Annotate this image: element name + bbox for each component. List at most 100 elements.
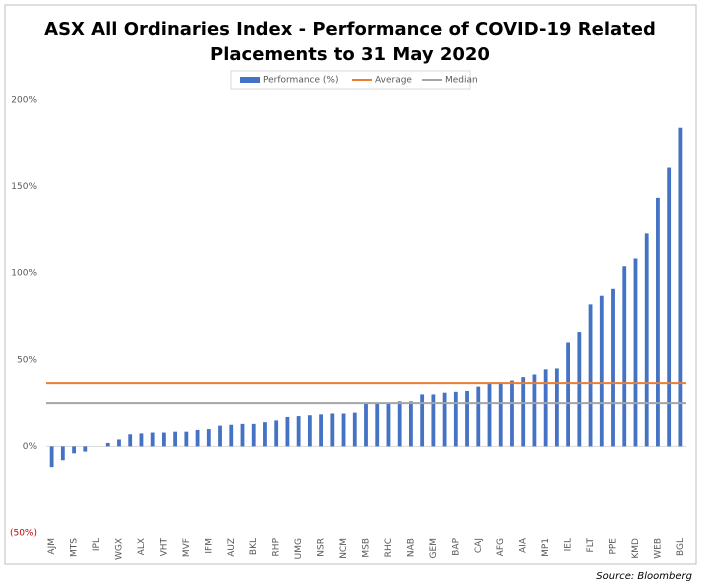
bar: [364, 403, 368, 447]
bar: [263, 422, 267, 447]
bar: [431, 394, 436, 447]
chart-subtitle: Placements to 31 May 2020: [210, 44, 490, 65]
bar: [521, 377, 526, 447]
bar: [667, 167, 672, 447]
bar: [330, 413, 335, 447]
bar: [588, 304, 593, 447]
bar: [644, 233, 649, 447]
bar: [150, 432, 155, 447]
bar: [487, 383, 492, 447]
x-tick-label: VHT: [159, 537, 169, 556]
bar: [577, 332, 582, 447]
legend-label: Average: [375, 76, 412, 86]
bar: [206, 429, 211, 447]
x-tick-label: AJM: [47, 538, 57, 555]
x-tick-label: RHP: [272, 537, 282, 556]
bar: [420, 394, 425, 447]
x-tick-label: IEL: [564, 538, 574, 551]
bar: [622, 266, 627, 447]
bar: [274, 420, 279, 447]
y-tick-label: (50%): [10, 529, 37, 539]
bar: [105, 442, 110, 447]
y-tick-label: 0%: [23, 442, 38, 452]
bar: [161, 432, 166, 447]
bar: [543, 369, 548, 447]
legend-box: [230, 70, 471, 90]
bar: [476, 386, 481, 447]
y-tick-label: 50%: [17, 355, 37, 365]
bar: [510, 380, 514, 447]
x-tick-label: KMD: [631, 538, 641, 559]
bar: [117, 439, 121, 447]
legend-label: Performance (%): [263, 76, 338, 86]
bar: [83, 446, 88, 452]
x-tick-label: BAP: [451, 537, 461, 555]
bar: [375, 403, 380, 447]
bar: [240, 423, 245, 447]
source-note: Source: Bloomberg: [596, 571, 692, 582]
bar: [352, 412, 357, 447]
y-tick-label: 100%: [11, 269, 37, 279]
bar: [498, 382, 503, 447]
bar: [184, 431, 189, 447]
bar: [307, 415, 312, 447]
x-tick-label: NAB: [406, 538, 416, 557]
bar: [341, 413, 346, 447]
legend-label: Median: [445, 76, 478, 86]
bar: [453, 391, 458, 447]
x-tick-label: UMG: [294, 538, 304, 559]
bar: [173, 431, 178, 447]
bar: [397, 401, 402, 447]
bar: [554, 368, 559, 447]
x-tick-label: MTS: [70, 538, 80, 557]
x-tick-label: PPE: [609, 538, 619, 555]
bar: [251, 423, 256, 447]
bar: [532, 374, 537, 447]
x-tick-label: AFG: [496, 538, 506, 556]
bar: [60, 446, 65, 461]
bar: [678, 127, 683, 447]
x-tick-label: IFM: [204, 538, 214, 554]
x-tick-label: NSR: [317, 538, 327, 557]
x-tick-label: WEB: [653, 538, 663, 559]
x-tick-label: CAJ: [474, 538, 484, 553]
bar: [319, 414, 323, 447]
bar: [296, 416, 301, 447]
x-tick-label: MSB: [362, 538, 372, 558]
x-tick-label: AUZ: [227, 538, 237, 557]
x-tick-label: ALX: [137, 538, 147, 555]
bar: [128, 434, 133, 447]
bar: [195, 429, 200, 447]
bar: [229, 424, 234, 447]
x-tick-label: MVF: [182, 538, 192, 557]
chart-title: ASX All Ordinaries Index - Performance o…: [44, 19, 656, 40]
bar: [465, 390, 469, 447]
bar: [72, 446, 76, 454]
bar: [386, 403, 391, 447]
bar: [656, 197, 660, 447]
bar: [566, 342, 571, 447]
bar: [218, 425, 222, 447]
bar: [409, 401, 413, 447]
x-tick-label: GEM: [429, 538, 439, 558]
chart-border: [4, 4, 697, 565]
x-tick-label: BKL: [249, 538, 259, 555]
bar: [599, 295, 604, 447]
x-tick-label: WGX: [114, 538, 124, 560]
bar: [442, 392, 447, 447]
x-tick-label: RHC: [384, 538, 394, 557]
x-tick-label: FLT: [586, 538, 596, 553]
bar: [139, 433, 144, 447]
bar: [285, 416, 290, 447]
y-tick-label: 150%: [11, 182, 37, 192]
x-tick-label: BGL: [676, 538, 686, 556]
legend-swatch: [240, 77, 260, 83]
x-tick-label: NCM: [339, 538, 349, 559]
x-tick-label: MP1: [541, 538, 551, 557]
bar: [611, 288, 615, 447]
y-tick-label: 200%: [11, 96, 37, 106]
bar: [633, 258, 638, 447]
bar: [49, 446, 54, 468]
x-tick-label: IPL: [92, 538, 102, 551]
